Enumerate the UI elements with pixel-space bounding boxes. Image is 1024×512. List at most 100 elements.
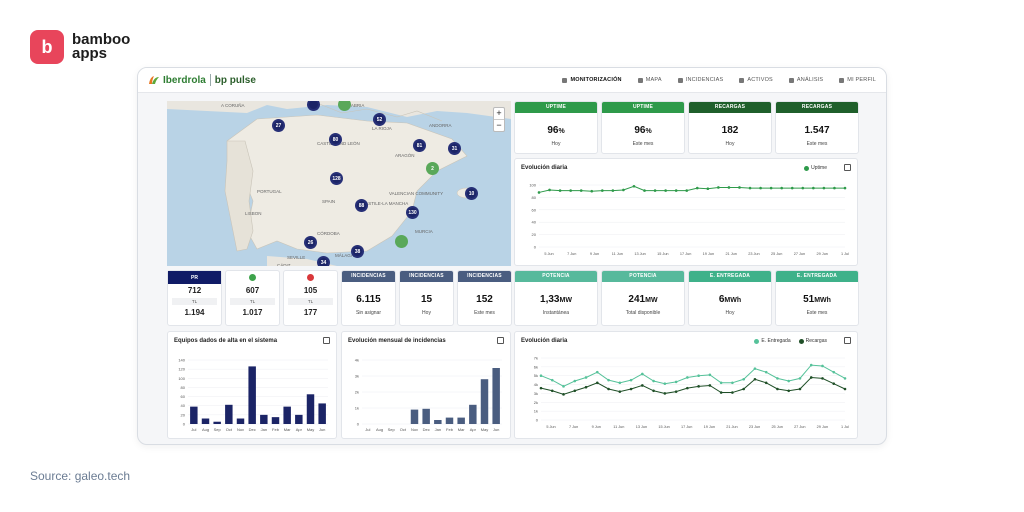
data-point[interactable] [686, 376, 689, 379]
bar[interactable] [260, 414, 268, 424]
energy-kpi-card[interactable]: E. ENTREGADA 51MWh Este mes [775, 270, 859, 326]
bar[interactable] [480, 379, 489, 424]
data-point[interactable] [776, 387, 779, 391]
data-point[interactable] [629, 387, 633, 391]
data-point[interactable] [579, 189, 583, 192]
data-point[interactable] [584, 385, 588, 389]
data-point[interactable] [708, 384, 712, 387]
data-point[interactable] [562, 393, 565, 396]
energy-kpi-card[interactable]: E. ENTREGADA 6MWh Hoy [688, 270, 772, 326]
data-point[interactable] [697, 385, 700, 388]
data-point[interactable] [719, 381, 723, 385]
data-point[interactable] [706, 187, 710, 191]
zoom-in-button[interactable]: + [496, 108, 502, 118]
data-point[interactable] [780, 186, 783, 190]
data-point[interactable] [652, 389, 655, 393]
data-point[interactable] [843, 377, 847, 380]
bar[interactable] [434, 420, 442, 424]
data-point[interactable] [548, 188, 551, 192]
data-point[interactable] [584, 376, 588, 379]
data-point[interactable] [801, 186, 805, 190]
map-cluster-marker[interactable]: 88 [355, 199, 368, 212]
data-point[interactable] [652, 379, 655, 383]
map-cluster-marker[interactable]: 2 [426, 162, 439, 175]
nav-item-3[interactable]: ACTIVOS [739, 77, 773, 83]
map-cluster-marker[interactable]: 81 [413, 139, 426, 152]
data-point[interactable] [595, 370, 599, 374]
data-point[interactable] [764, 381, 768, 385]
nav-item-1[interactable]: MAPA [637, 77, 662, 83]
charging-stations-map[interactable]: + − A Coruña Cantabria Andorra Castile and … [167, 101, 511, 266]
bar[interactable] [410, 409, 419, 424]
data-point[interactable] [843, 186, 847, 190]
data-point[interactable] [764, 370, 768, 374]
data-point[interactable] [550, 378, 554, 382]
data-point[interactable] [558, 189, 562, 192]
bar[interactable] [422, 408, 430, 424]
map-cluster-marker[interactable]: 26 [304, 236, 317, 249]
map-cluster-marker[interactable]: 52 [373, 113, 386, 126]
data-point[interactable] [607, 387, 610, 391]
nav-item-4[interactable]: ANÁLISIS [788, 77, 823, 83]
data-point[interactable] [595, 381, 599, 385]
data-point[interactable] [611, 189, 615, 192]
data-point[interactable] [812, 186, 815, 190]
data-point[interactable] [731, 381, 734, 385]
energy-kpi-card[interactable]: POTENCIA 241MW Total disponible [601, 270, 685, 326]
incidencias-kpi-card[interactable]: INCIDENCIAS 15 Hoy [399, 270, 454, 326]
data-point[interactable] [821, 364, 824, 368]
data-point[interactable] [798, 387, 802, 391]
data-point[interactable] [664, 189, 667, 192]
bar[interactable] [283, 406, 291, 424]
data-point[interactable] [787, 379, 791, 383]
data-point[interactable] [629, 378, 633, 382]
data-point[interactable] [573, 389, 577, 393]
nav-item-2[interactable]: INCIDENCIAS [677, 77, 724, 83]
legend-item-recargas[interactable]: Recargas [798, 338, 827, 344]
kpi-card[interactable]: RECARGAS 1.547 Este mes [775, 101, 859, 154]
incidencias-kpi-card[interactable]: INCIDENCIAS 6.115 Sin asignar [341, 270, 396, 326]
data-point[interactable] [641, 384, 644, 387]
zoom-out-button[interactable]: − [494, 119, 504, 131]
data-point[interactable] [731, 391, 734, 394]
data-point[interactable] [607, 378, 610, 382]
bar[interactable] [201, 418, 210, 424]
data-point[interactable] [832, 382, 836, 385]
data-point[interactable] [727, 186, 731, 189]
data-point[interactable] [641, 372, 644, 376]
bar[interactable] [492, 368, 500, 424]
bar[interactable] [469, 404, 477, 424]
map-cluster-marker[interactable] [395, 235, 408, 248]
map-cluster-marker[interactable]: 10 [465, 187, 478, 200]
data-point[interactable] [686, 386, 689, 390]
bar[interactable] [306, 394, 315, 424]
kpi-card[interactable]: RECARGAS 182 Hoy [688, 101, 772, 154]
data-point[interactable] [674, 390, 678, 393]
legend-item-uptime[interactable]: Uptime [804, 165, 827, 171]
data-point[interactable] [663, 392, 667, 395]
map-cluster-marker[interactable]: 130 [406, 206, 419, 219]
data-point[interactable] [738, 186, 741, 189]
nav-item-0[interactable]: MONITORIZACIÓN [562, 77, 622, 83]
map-cluster-marker[interactable]: 128 [330, 172, 343, 185]
map-cluster-marker[interactable] [307, 101, 320, 111]
data-point[interactable] [622, 188, 625, 192]
data-point[interactable] [653, 189, 657, 192]
data-point[interactable] [822, 186, 826, 190]
bp-pulse-logo[interactable]: bp pulse [215, 75, 256, 86]
data-point[interactable] [748, 186, 752, 190]
data-point[interactable] [539, 386, 543, 390]
iberdrola-logo[interactable]: Iberdrola [148, 75, 206, 86]
status-mini-card[interactable]: PR 712 TL 1.194 [167, 270, 222, 326]
status-mini-card[interactable]: 105 TL 177 [283, 270, 338, 326]
data-point[interactable] [809, 376, 813, 379]
energy-kpi-card[interactable]: POTENCIA 1,33MW Instantánea [514, 270, 598, 326]
data-point[interactable] [618, 381, 622, 385]
external-link-icon[interactable] [844, 337, 851, 344]
data-point[interactable] [843, 387, 847, 391]
data-point[interactable] [742, 377, 745, 381]
data-point[interactable] [790, 186, 794, 190]
kpi-card[interactable]: UPTIME 96% Hoy [514, 101, 598, 154]
data-point[interactable] [717, 186, 720, 189]
data-point[interactable] [537, 191, 541, 194]
